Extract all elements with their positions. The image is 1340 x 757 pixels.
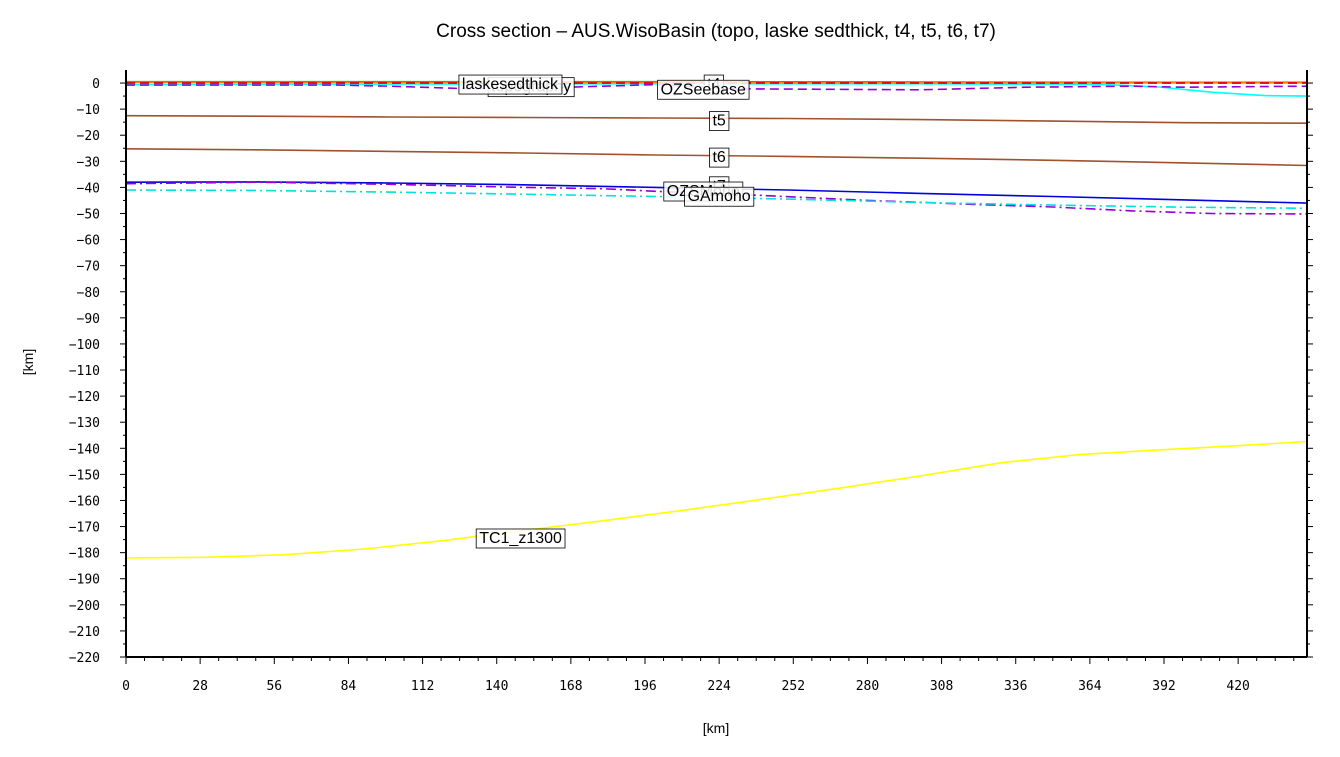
line-label: t6 (709, 147, 730, 168)
line-label-box (475, 528, 566, 549)
x-tick-label: 0 (122, 679, 130, 694)
line-label-box (458, 74, 563, 95)
line-label-text: laskesedthick (462, 76, 559, 93)
y-tick-label: −90 (77, 312, 100, 327)
line-label: laskesedthick (458, 74, 563, 95)
y-tick-label: −170 (69, 521, 100, 536)
line-label: TC1_z1300 (475, 528, 566, 549)
y-tick-label: −70 (77, 260, 100, 275)
line-label: t5 (709, 111, 730, 131)
x-tick-label: 364 (1078, 679, 1102, 694)
y-axis-ticks: 0 −10 −20 −30 −40 −50 −60 −70 −80 −90 −100 −110 −120… (69, 77, 1313, 666)
x-tick-label: 280 (856, 679, 879, 694)
x-tick-label: 252 (782, 679, 805, 694)
y-tick-label: −50 (77, 207, 100, 222)
y-tick-label: −210 (69, 625, 100, 640)
line-label-text: TC1_z1300 (479, 530, 562, 547)
y-tick-label: −20 (77, 129, 100, 144)
chart-title: Cross section – AUS.WisoBasin (topo, las… (436, 21, 996, 42)
line-label: GAmoho (684, 186, 755, 207)
axes (125, 70, 1308, 658)
y-tick-label: −60 (77, 234, 100, 249)
line-label-box (684, 186, 755, 207)
y-tick-label: −160 (69, 494, 100, 509)
x-tick-label: 224 (707, 679, 731, 694)
x-tick-label: 84 (341, 679, 357, 694)
x-tick-label: 336 (1004, 679, 1027, 694)
y-tick-label: −100 (69, 338, 100, 353)
line-label-box (709, 111, 730, 131)
y-tick-label: −180 (69, 547, 100, 562)
line-label-text: GAmoho (688, 188, 751, 205)
x-tick-label: 196 (633, 679, 656, 694)
line-label-box (709, 147, 730, 168)
x-tick-label: 420 (1226, 679, 1249, 694)
x-tick-label: 112 (411, 679, 434, 694)
x-tick-label: 308 (930, 679, 953, 694)
line-labels: topographylaskesedthickt4OZSeebaset5t6t7… (458, 74, 755, 549)
x-tick-label: 168 (559, 679, 582, 694)
series-line-tc1_z1300 (125, 440, 1308, 559)
line-label-text: t6 (712, 149, 725, 166)
x-tick-label: 28 (192, 679, 208, 694)
y-tick-label: −220 (69, 651, 100, 666)
y-tick-label: −110 (69, 364, 100, 379)
x-axis-ticks: 0 28 56 84 112 140 168 196 224 252 280 308 336 364 392… (122, 657, 1295, 694)
y-tick-label: −150 (69, 468, 100, 483)
line-label: OZSeebase (657, 79, 750, 100)
y-tick-label: −30 (77, 155, 100, 170)
y-tick-label: −200 (69, 599, 100, 614)
y-tick-label: −80 (77, 286, 100, 301)
line-label-text: OZSeebase (661, 81, 746, 98)
y-tick-label: −140 (69, 442, 100, 457)
y-tick-label: −120 (69, 390, 100, 405)
y-axis-label: [km] (20, 349, 36, 375)
x-axis-label: [km] (703, 720, 729, 736)
x-tick-label: 56 (266, 679, 282, 694)
y-tick-label: 0 (92, 77, 100, 92)
y-tick-label: −190 (69, 573, 100, 588)
y-tick-label: −40 (77, 181, 100, 196)
x-tick-label: 140 (485, 679, 508, 694)
line-label-text: t5 (712, 113, 725, 130)
x-tick-label: 392 (1152, 679, 1175, 694)
y-tick-label: −130 (69, 416, 100, 431)
line-label-box (657, 79, 750, 100)
y-tick-label: −10 (77, 103, 100, 118)
